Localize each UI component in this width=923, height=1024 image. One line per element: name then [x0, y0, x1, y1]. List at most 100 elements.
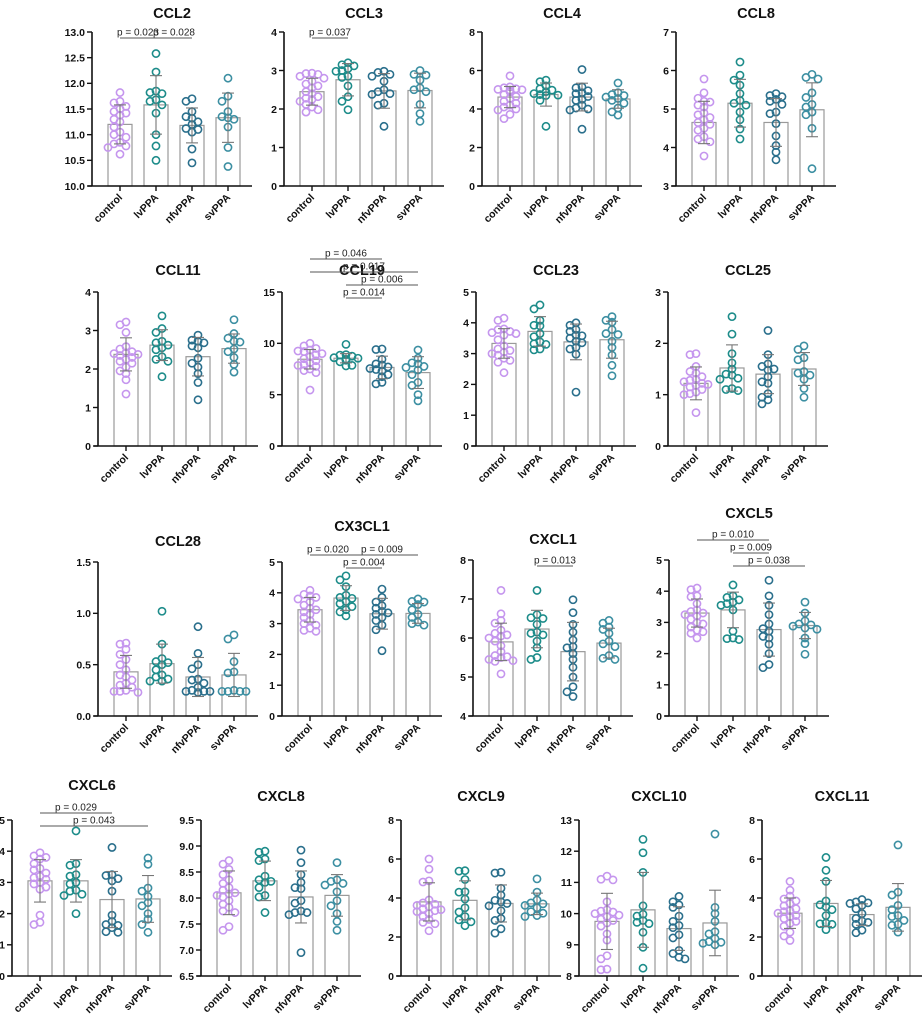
p-value-label: p = 0.037	[309, 28, 351, 39]
chart-title: CCL8	[737, 6, 775, 22]
data-point	[371, 625, 381, 635]
y-tick-label: 0.5	[76, 659, 91, 671]
data-point	[371, 359, 381, 369]
data-point	[295, 71, 305, 81]
data-point	[807, 164, 817, 174]
data-point	[758, 632, 768, 641]
data-point	[65, 886, 75, 896]
y-tick-label: 13	[560, 815, 572, 827]
x-tick-label: lvPPA	[708, 451, 738, 481]
data-point	[341, 339, 351, 349]
data-point	[229, 367, 239, 377]
panel-cxcl9: CXCL9 0 2 4 6 8 control lvPPA nfvPPA svPPA	[388, 789, 561, 1016]
data-point	[565, 105, 575, 115]
data-point	[496, 669, 506, 679]
data-point	[484, 901, 494, 911]
data-point	[299, 366, 309, 375]
y-tick-label: 8.5	[179, 867, 194, 879]
y-tick-label: 3	[463, 348, 469, 360]
x-tick-label: nfvPPA	[355, 191, 390, 226]
x-tick-label: nfvPPA	[747, 191, 782, 226]
data-point	[727, 329, 737, 339]
data-point	[377, 646, 387, 656]
y-tick-label: 3	[271, 65, 277, 77]
data-point	[771, 155, 781, 165]
data-point	[371, 345, 381, 354]
x-tick-label: nfvPPA	[472, 981, 507, 1016]
y-tick-label: 0.0	[76, 711, 91, 723]
y-tick-label: 1.0	[76, 608, 91, 620]
chart-title: CXCL11	[815, 789, 870, 805]
p-value-label: p = 0.009	[361, 545, 403, 556]
y-tick-label: 6	[388, 854, 394, 866]
y-tick-label: 0	[656, 711, 662, 723]
data-point	[307, 68, 317, 78]
y-tick-label: 7	[460, 594, 466, 606]
data-point	[598, 618, 608, 628]
p-value-label: p = 0.038	[748, 556, 790, 567]
y-tick-label: 10	[560, 908, 572, 920]
y-tick-label: 2	[463, 379, 469, 391]
data-point	[347, 361, 357, 370]
data-point	[571, 387, 581, 397]
panel-ccl3: CCL3 0 1 2 3 4 control lvPPA nfvPPA svPPA p = 0.03…	[271, 6, 444, 226]
data-point	[734, 635, 744, 644]
x-tick-label: lvPPA	[619, 981, 649, 1011]
data-point	[329, 353, 339, 363]
x-tick-label: lvPPA	[802, 981, 832, 1011]
data-point	[217, 96, 227, 106]
data-point	[499, 368, 509, 378]
x-tick-label: svPPA	[392, 721, 424, 753]
bar-svppa	[605, 98, 631, 187]
data-point	[710, 829, 720, 839]
x-tick-label: lvPPA	[709, 721, 739, 751]
data-point	[460, 866, 470, 876]
chart-title: CX3CL1	[334, 519, 390, 535]
data-point	[785, 877, 795, 886]
y-tick-label: 5	[0, 815, 5, 827]
data-point	[217, 686, 227, 696]
data-point	[332, 858, 342, 868]
data-point	[532, 586, 542, 595]
data-point	[610, 642, 620, 651]
data-point	[596, 921, 606, 931]
data-point	[401, 363, 411, 372]
y-tick-label: 4	[269, 588, 275, 600]
p-value-label: p = 0.004	[343, 558, 385, 569]
y-tick-label: 1.5	[76, 557, 91, 569]
data-point	[115, 88, 125, 97]
x-tick-label: control	[97, 452, 131, 486]
data-point	[137, 886, 147, 896]
data-point	[596, 965, 606, 975]
data-point	[317, 349, 327, 358]
y-tick-label: 12.0	[65, 78, 86, 90]
data-point	[668, 933, 678, 943]
x-tick-label: control	[200, 982, 234, 1016]
data-point	[565, 320, 575, 330]
data-point	[299, 354, 309, 364]
y-tick-label: 6	[460, 633, 466, 645]
data-point	[610, 655, 620, 664]
data-point	[490, 895, 500, 905]
data-point	[187, 144, 197, 154]
data-point	[577, 65, 587, 74]
data-point	[529, 304, 539, 314]
y-tick-label: 0	[269, 441, 275, 453]
panel-ccl28: CCL28 0.0 0.5 1.0 1.5 control lvPPA nfvPPA svPPA	[76, 534, 258, 756]
data-point	[319, 73, 329, 83]
data-point	[805, 370, 815, 380]
data-point	[800, 649, 810, 659]
data-point	[143, 859, 153, 869]
x-tick-label: svPPA	[778, 451, 810, 483]
data-point	[815, 919, 825, 929]
p-value-label: p = 0.028	[153, 28, 195, 39]
x-tick-label: control	[475, 452, 509, 486]
data-point	[293, 346, 303, 356]
data-point	[151, 155, 161, 165]
data-point	[223, 634, 233, 644]
data-point	[412, 907, 422, 917]
y-tick-label: 0	[0, 971, 5, 983]
data-point	[735, 134, 745, 144]
data-point	[107, 843, 117, 852]
data-point	[502, 899, 512, 908]
